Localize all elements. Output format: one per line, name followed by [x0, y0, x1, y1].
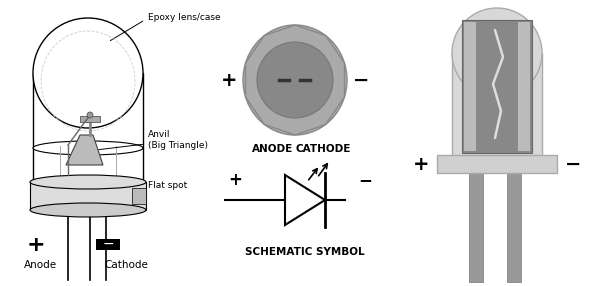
- Text: SCHEMATIC SYMBOL: SCHEMATIC SYMBOL: [245, 247, 365, 257]
- Text: Cathode: Cathode: [104, 260, 148, 270]
- Ellipse shape: [33, 18, 143, 128]
- Ellipse shape: [30, 203, 146, 217]
- Text: −: −: [358, 171, 372, 189]
- Text: Anvil
(Big Triangle): Anvil (Big Triangle): [99, 130, 208, 150]
- Bar: [464, 22, 476, 151]
- Text: +: +: [221, 71, 237, 90]
- Ellipse shape: [243, 25, 347, 135]
- Ellipse shape: [33, 141, 143, 155]
- Text: −: −: [102, 237, 114, 251]
- Text: +: +: [27, 235, 45, 255]
- Bar: [507, 173, 521, 282]
- Bar: [469, 173, 483, 282]
- Polygon shape: [245, 25, 345, 135]
- Bar: [33, 148, 143, 188]
- Bar: [33, 73, 143, 148]
- Bar: [80, 116, 100, 122]
- Text: +: +: [413, 154, 430, 174]
- Text: Epoxy lens/case: Epoxy lens/case: [110, 13, 221, 41]
- Text: −: −: [353, 71, 369, 90]
- Polygon shape: [66, 135, 103, 165]
- Bar: [518, 22, 530, 151]
- Ellipse shape: [30, 175, 146, 189]
- Text: CATHODE: CATHODE: [296, 144, 350, 154]
- Bar: [96, 239, 120, 250]
- Text: Anode: Anode: [24, 260, 57, 270]
- Bar: [30, 182, 146, 210]
- Text: +: +: [228, 171, 242, 189]
- Bar: [452, 53, 542, 163]
- Circle shape: [257, 42, 333, 118]
- Text: ANODE: ANODE: [253, 144, 294, 154]
- Ellipse shape: [452, 8, 542, 98]
- Text: −: −: [565, 154, 581, 174]
- Bar: [462, 20, 532, 153]
- Circle shape: [87, 112, 93, 118]
- Bar: [132, 188, 146, 204]
- Bar: [437, 155, 557, 173]
- Text: Flat spot: Flat spot: [141, 180, 187, 193]
